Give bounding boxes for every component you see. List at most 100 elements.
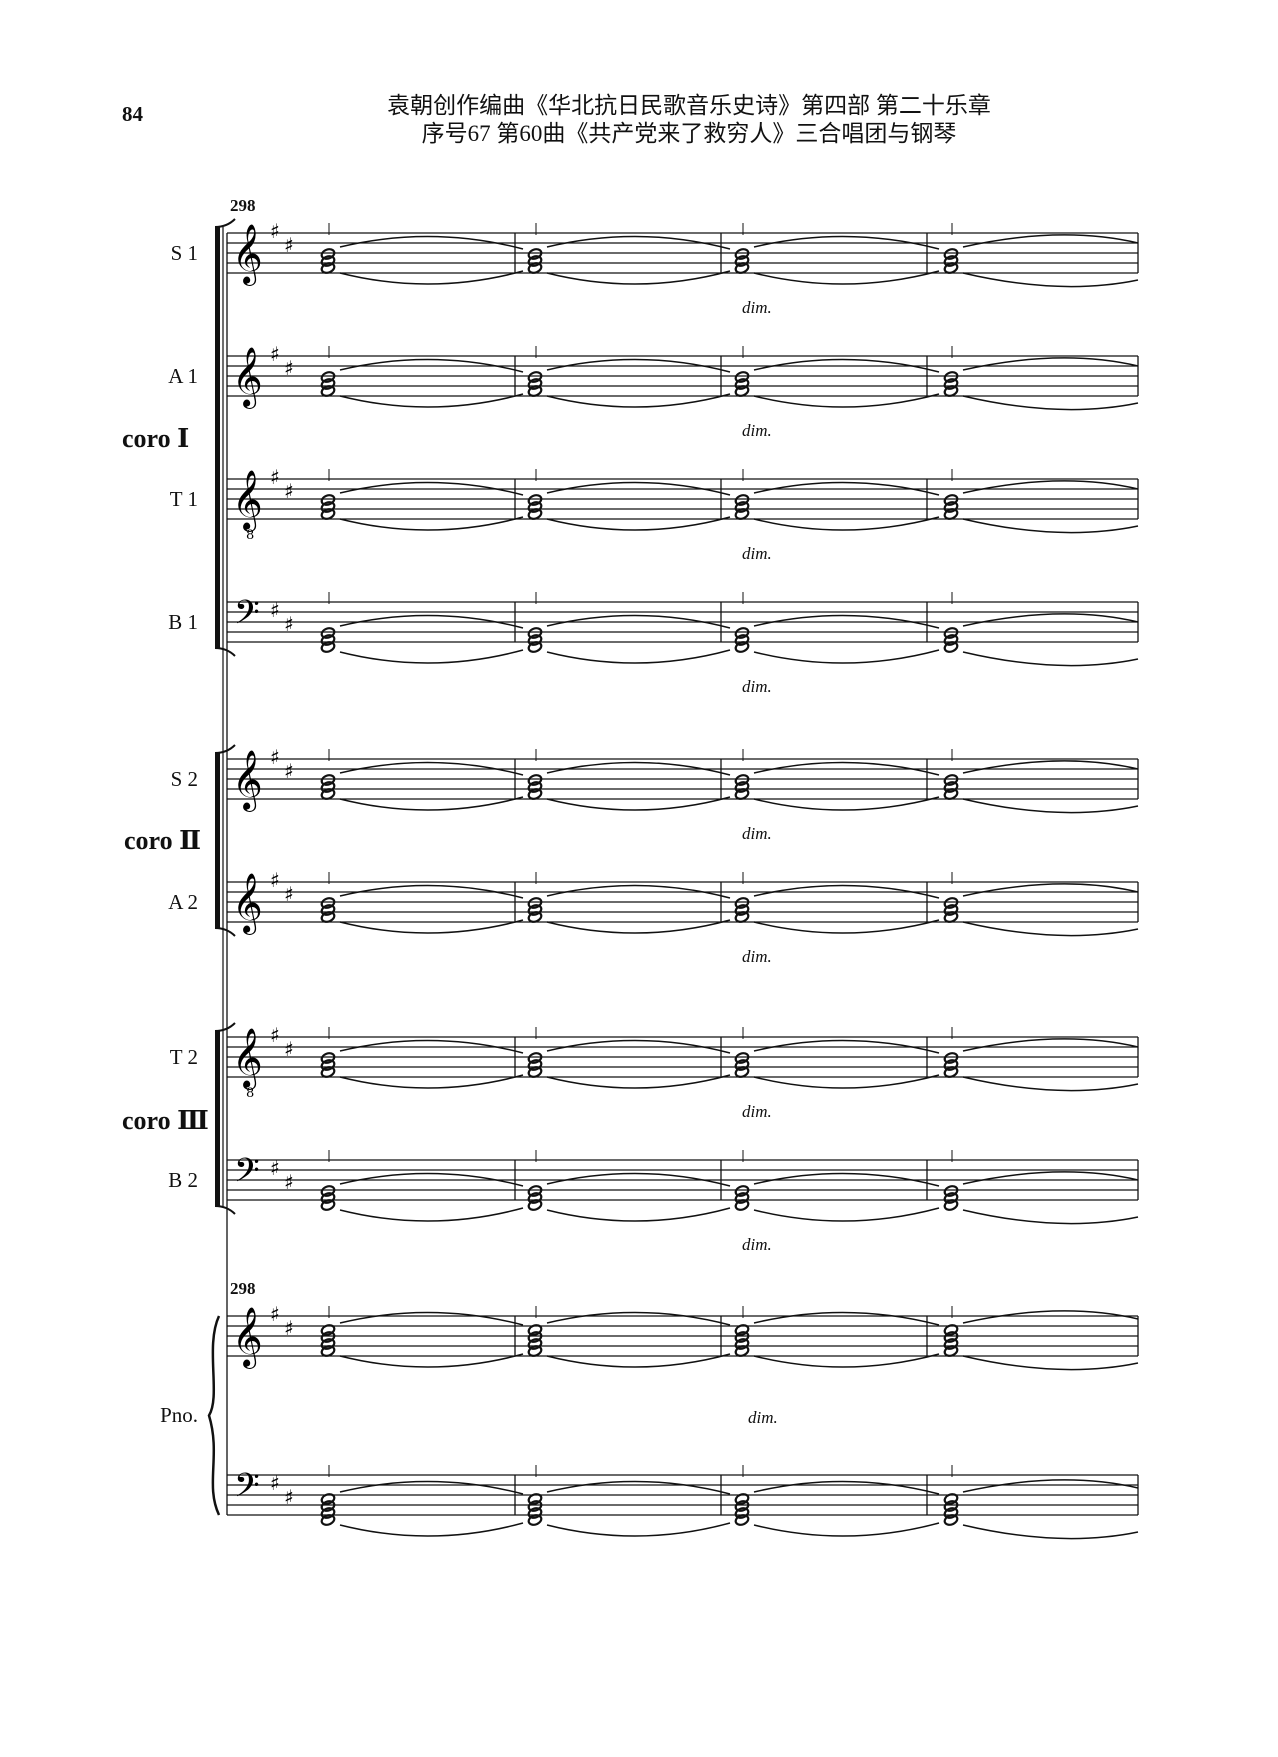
whole-note xyxy=(527,1066,543,1078)
tie xyxy=(339,1522,524,1537)
whole-note xyxy=(527,781,543,793)
whole-note xyxy=(943,897,959,909)
whole-note xyxy=(943,1500,959,1512)
tie xyxy=(962,1076,1139,1092)
whole-note xyxy=(320,1345,336,1357)
tie xyxy=(962,1171,1139,1185)
dim-marking: dim. xyxy=(742,1102,772,1121)
whole-note xyxy=(734,911,750,923)
whole-note xyxy=(943,248,959,260)
tie xyxy=(962,760,1139,774)
tie xyxy=(546,516,731,531)
whole-note xyxy=(943,1338,959,1350)
treble-clef-icon: 𝄞 xyxy=(232,470,263,532)
whole-note xyxy=(734,378,750,390)
treble-clef-icon: 𝄞 xyxy=(232,1028,263,1090)
dim-marking: dim. xyxy=(742,421,772,440)
whole-note xyxy=(943,501,959,513)
treble-clef-icon: 𝄞 xyxy=(232,224,263,286)
whole-note xyxy=(527,378,543,390)
whole-note xyxy=(734,1500,750,1512)
tie xyxy=(339,1172,524,1187)
tie xyxy=(962,1479,1139,1493)
dim-marking: dim. xyxy=(742,947,772,966)
whole-note xyxy=(320,897,336,909)
whole-note xyxy=(943,378,959,390)
tie xyxy=(339,1039,524,1054)
treble-clef-icon: 𝄞 xyxy=(232,873,263,935)
header-line-1: 袁朝创作编曲《华北抗日民歌音乐史诗》第四部 第二十乐章 xyxy=(387,93,991,118)
choir-label-3: coro Ⅲ xyxy=(122,1106,209,1135)
tie xyxy=(962,518,1139,534)
sharp-icon: ♯ xyxy=(284,1485,294,1509)
choir-bracket xyxy=(215,227,220,648)
whole-note xyxy=(527,494,543,506)
whole-note xyxy=(734,1331,750,1343)
tie xyxy=(753,1039,940,1054)
whole-note xyxy=(320,781,336,793)
tie xyxy=(753,1207,940,1222)
bracket-hook xyxy=(214,1022,236,1032)
whole-note xyxy=(320,1192,336,1204)
tie xyxy=(546,235,731,250)
whole-note xyxy=(320,255,336,267)
tie xyxy=(546,1480,731,1495)
tie xyxy=(546,1207,731,1222)
whole-note xyxy=(320,262,336,274)
whole-note xyxy=(734,1066,750,1078)
treble-clef-icon: 𝄞 xyxy=(232,1307,263,1369)
whole-note xyxy=(943,1185,959,1197)
whole-note xyxy=(943,1066,959,1078)
whole-note xyxy=(320,494,336,506)
whole-note xyxy=(734,494,750,506)
tie xyxy=(753,481,940,496)
whole-note xyxy=(320,248,336,260)
dim-marking: dim. xyxy=(742,1235,772,1254)
sharp-icon: ♯ xyxy=(270,342,280,366)
whole-note xyxy=(527,1324,543,1336)
whole-note xyxy=(943,634,959,646)
tie xyxy=(753,1172,940,1187)
sharp-icon: ♯ xyxy=(284,356,294,380)
bracket-hook xyxy=(214,218,236,228)
tie xyxy=(339,481,524,496)
tie xyxy=(546,1172,731,1187)
whole-note xyxy=(943,255,959,267)
tie xyxy=(962,1524,1139,1540)
whole-note xyxy=(527,1514,543,1526)
whole-note xyxy=(527,641,543,653)
piano-brace xyxy=(207,1315,221,1516)
whole-note xyxy=(527,262,543,274)
whole-note xyxy=(320,1052,336,1064)
tie xyxy=(339,761,524,776)
whole-note xyxy=(943,1493,959,1505)
tie xyxy=(753,393,940,408)
whole-note xyxy=(320,1331,336,1343)
bass-clef-icon: 𝄢 xyxy=(234,1152,260,1198)
tie xyxy=(753,516,940,531)
whole-note xyxy=(943,1331,959,1343)
whole-note xyxy=(734,1185,750,1197)
bass-clef-icon: 𝄢 xyxy=(234,594,260,640)
octave-marking: 8 xyxy=(246,528,254,543)
choir-bracket xyxy=(215,753,220,928)
whole-note xyxy=(320,1500,336,1512)
whole-note xyxy=(527,1185,543,1197)
tie xyxy=(753,884,940,899)
tie xyxy=(546,358,731,373)
tie xyxy=(753,614,940,629)
choir-bracket xyxy=(215,1031,220,1206)
tie xyxy=(546,649,731,664)
staff-label: B 1 xyxy=(168,610,198,634)
tie xyxy=(753,270,940,285)
whole-note xyxy=(734,641,750,653)
tie xyxy=(339,358,524,373)
whole-note xyxy=(527,371,543,383)
whole-note xyxy=(320,1338,336,1350)
whole-note xyxy=(527,1500,543,1512)
whole-note xyxy=(943,788,959,800)
whole-note xyxy=(527,1345,543,1357)
whole-note xyxy=(320,371,336,383)
piano-measure-number: 298 xyxy=(230,1279,256,1298)
